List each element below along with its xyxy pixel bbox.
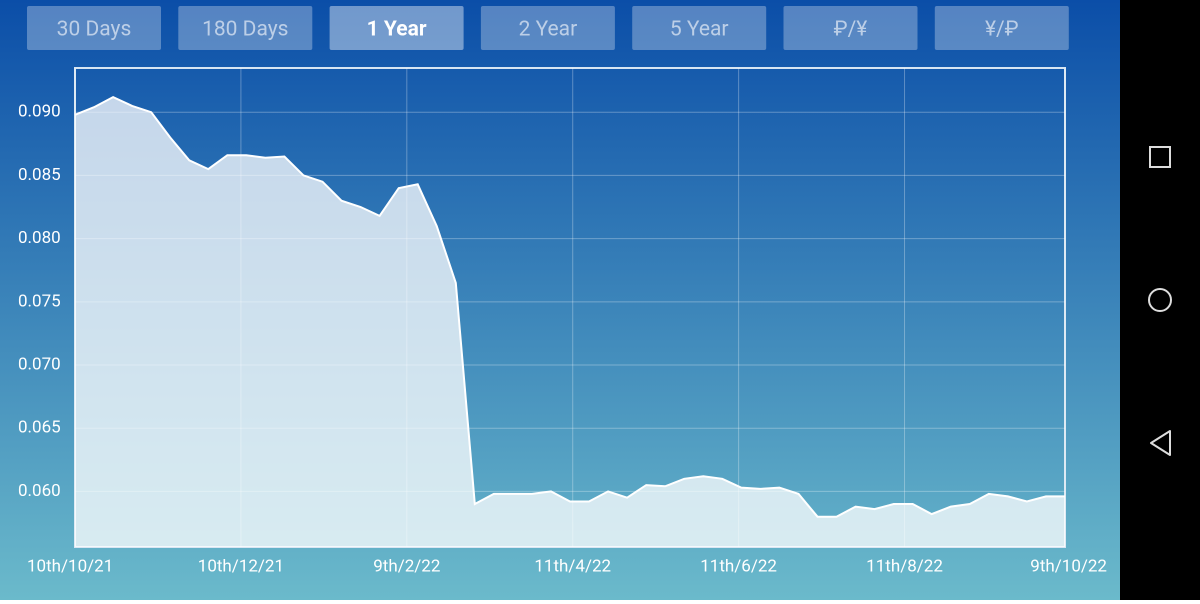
line [74,95,1065,518]
tab-label[interactable]: 2 Year [519,18,578,42]
area-fill [75,97,1065,547]
y-tick-label: 0.075 [18,291,61,311]
toolbar: 30 Days 180 Days 1 Year 2 Year 5 Year ₽/¥ ¥/₽ [27,6,1069,50]
nav-bar [1120,0,1200,600]
x-tick-label: 11th/4/22 [534,556,611,576]
tab-label[interactable]: ₽/¥ [834,18,868,42]
plot: 0.060 0.065 0.070 0.075 0.080 0.085 0.090 10th/… [18,68,1107,576]
x-tick-label: 10th/10/21 [27,556,113,576]
y-tick-label: 0.065 [18,418,61,438]
tab-button[interactable] [178,6,313,50]
y-tick-label: 0.070 [18,354,61,374]
tab-button[interactable] [783,6,918,50]
y-tick-label: 0.090 [18,102,61,122]
y-tick-label: 0.080 [18,228,61,248]
y-tick-label: 0.060 [18,481,61,501]
tab-label[interactable]: 1 Year [367,18,427,42]
back-button[interactable] [1150,430,1171,456]
tab-button[interactable] [329,6,464,50]
x-tick-label: 11th/8/22 [866,556,943,576]
home-button[interactable] [1148,288,1172,312]
tab-button[interactable] [480,6,615,50]
x-tick-label: 10th/12/21 [198,556,284,576]
tab-label[interactable]: ¥/₽ [985,18,1019,42]
recents-button[interactable] [1149,146,1171,168]
tab-label[interactable]: 5 Year [670,18,729,42]
tab-button[interactable] [632,6,767,50]
x-tick-label: 9th/10/22 [1030,556,1107,576]
tab-label[interactable]: 180 Days [202,18,288,42]
tab-label[interactable]: 30 Days [57,18,132,42]
x-tick-label: 9th/2/22 [373,556,440,576]
tab-button[interactable] [27,6,161,50]
tab-button[interactable] [934,6,1069,50]
y-tick-label: 0.085 [18,165,61,185]
x-tick-label: 11th/6/22 [700,556,777,576]
